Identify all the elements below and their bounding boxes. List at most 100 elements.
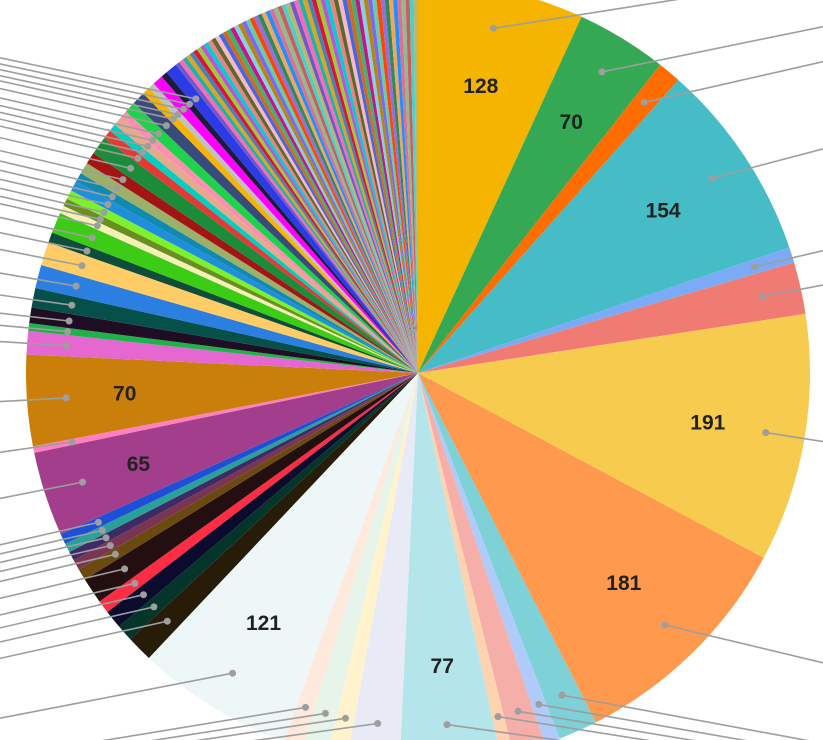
leader-dot-19 — [150, 603, 158, 611]
leader-dot-34 — [68, 301, 76, 309]
pie-slice-51 — [125, 102, 419, 373]
pie-slice-35 — [35, 264, 418, 373]
pie-slice-5 — [418, 262, 806, 373]
pie-slice-90 — [298, 0, 418, 373]
pie-slice-2 — [418, 64, 679, 374]
pie-slice-83 — [269, 8, 418, 374]
pie-slice-78 — [249, 17, 418, 373]
leader-line-6 — [765, 431, 823, 443]
pie-slice-44 — [80, 163, 419, 373]
leader-dot-49 — [144, 142, 152, 150]
leader-dot-37 — [83, 247, 91, 255]
leader-line-28 — [0, 481, 83, 500]
pie-slice-76 — [241, 20, 418, 374]
pie-slice-16 — [284, 373, 418, 740]
leader-dot-52 — [162, 122, 170, 130]
pie-slice-59 — [179, 59, 418, 373]
data-label-28: 65 — [127, 453, 151, 476]
leader-dot-41 — [100, 208, 108, 216]
pie-slice-8 — [418, 373, 596, 739]
leader-line-42 — [0, 178, 109, 206]
leader-dot-17 — [229, 669, 237, 677]
leader-dot-30 — [62, 394, 70, 402]
leader-line-1 — [601, 25, 823, 73]
pie-slices — [25, 0, 811, 740]
leader-dot-13 — [374, 720, 382, 727]
leader-dot-36 — [78, 262, 86, 270]
pie-slice-38 — [52, 213, 419, 373]
leader-line-29 — [0, 441, 73, 454]
leader-dot-14 — [342, 714, 349, 722]
leader-dot-1 — [598, 68, 606, 76]
leader-dot-32 — [64, 328, 72, 336]
pie-slice-61 — [186, 54, 418, 373]
pie-slice-0 — [418, 0, 582, 373]
leader-dot-7 — [661, 621, 669, 629]
pie-slice-112 — [393, 0, 418, 373]
leader-dot-43 — [108, 193, 116, 201]
pie-slice-32 — [28, 323, 419, 373]
leader-line-19 — [0, 606, 155, 643]
pie-slice-12 — [400, 373, 497, 740]
pie-slice-77 — [245, 19, 418, 373]
pie-slice-63 — [193, 49, 418, 373]
pie-slice-39 — [60, 205, 418, 373]
leader-line-0 — [493, 0, 679, 30]
pie-slice-19 — [118, 373, 418, 640]
leader-line-10 — [517, 710, 696, 740]
pie-slice-23 — [78, 373, 419, 580]
pie-slice-92 — [307, 0, 418, 373]
pie-slice-6 — [418, 313, 811, 558]
leader-line-39 — [0, 202, 98, 227]
pie-slice-43 — [76, 173, 418, 373]
leader-dot-26 — [98, 526, 106, 534]
pie-slice-82 — [265, 10, 418, 374]
leader-line-16 — [101, 706, 306, 740]
leader-line-15 — [150, 712, 326, 740]
leader-line-46 — [0, 136, 131, 170]
leader-line-12 — [446, 723, 563, 740]
leader-line-30 — [0, 397, 67, 403]
leader-dot-16 — [302, 703, 309, 711]
leader-line-14 — [195, 717, 346, 740]
leader-dot-29 — [68, 438, 76, 446]
pie-slice-94 — [316, 0, 418, 373]
pie-slice-10 — [418, 373, 544, 740]
data-label-1: 70 — [560, 111, 583, 134]
leader-line-22 — [0, 568, 125, 600]
leader-line-49 — [0, 111, 148, 148]
pie-slice-115 — [405, 0, 418, 373]
leader-dot-28 — [79, 478, 86, 486]
leader-dot-48 — [139, 148, 147, 156]
leader-dot-3 — [708, 174, 716, 182]
pie-slice-20 — [107, 373, 418, 627]
leader-dot-10 — [514, 707, 522, 715]
pie-slice-34 — [31, 287, 419, 373]
data-labels: 128 70 154 191 181 77 121 65 70 — [113, 75, 726, 678]
pie-slice-88 — [289, 1, 418, 373]
pie-slice-67 — [207, 39, 418, 374]
leader-line-41 — [0, 187, 105, 214]
pie-slice-64 — [196, 46, 418, 374]
leader-dot-20 — [140, 591, 147, 599]
pie-slice-3 — [418, 79, 790, 374]
pie-slice-105 — [363, 0, 418, 373]
data-label-7: 181 — [606, 572, 641, 595]
leader-line-11 — [497, 715, 651, 740]
leader-dot-23 — [111, 550, 119, 558]
pie-slice-45 — [86, 153, 418, 373]
pie-slice-97 — [329, 0, 418, 373]
leader-line-47 — [0, 125, 139, 160]
leader-line-51 — [0, 97, 159, 135]
pie-slice-104 — [359, 0, 418, 373]
pie-slice-66 — [204, 42, 418, 374]
leader-dot-42 — [104, 201, 112, 208]
leader-dot-31 — [62, 342, 70, 350]
pie-slice-100 — [342, 0, 418, 373]
pie-slice-22 — [84, 373, 418, 602]
leader-dot-0 — [489, 24, 497, 32]
pie-slice-71 — [222, 31, 418, 373]
data-label-17: 121 — [246, 612, 281, 635]
